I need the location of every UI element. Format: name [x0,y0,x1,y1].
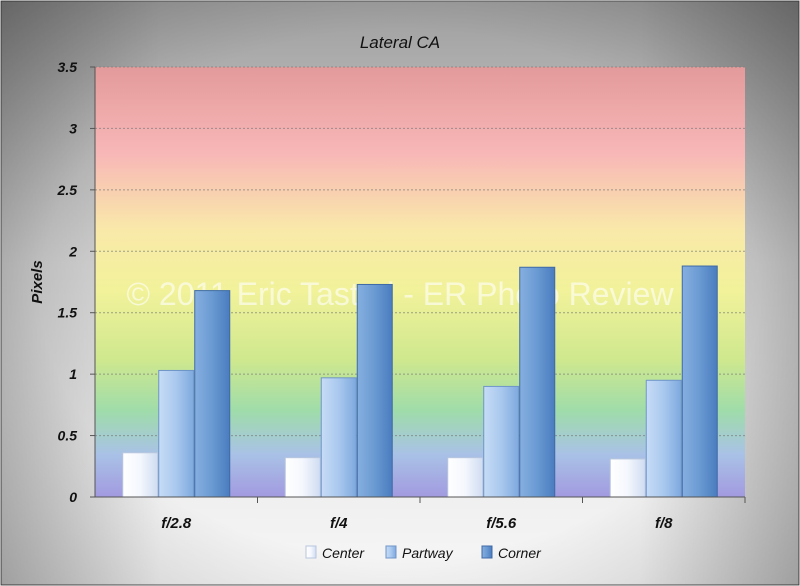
bar-center-1 [284,457,321,498]
bar-center-3 [609,458,646,498]
y-tick-label: 0.5 [58,428,78,444]
chart-title: Lateral CA [360,33,440,52]
bar-corner-1 [356,283,393,498]
bar-partway-1 [320,377,357,498]
bar-corner-2 [519,266,556,498]
y-tick-label: 3 [69,120,77,136]
x-tick-label: f/2.8 [161,515,192,532]
y-tick-label: 0 [69,489,77,505]
x-tick-label: f/4 [330,515,348,532]
bar-partway-2 [483,385,520,498]
bar-partway-0 [158,369,195,498]
bar-center-0 [122,452,159,498]
x-tick-labels: f/2.8 f/4 f/5.6 f/8 [161,497,746,532]
y-tick-label: 1.5 [58,305,78,321]
legend-label-center: Center [322,545,365,561]
y-tick-label: 3.5 [58,59,78,75]
x-tick-label: f/8 [655,515,673,532]
y-tick-label: 2 [68,243,77,259]
x-tick-label: f/5.6 [486,515,517,532]
legend: Center Partway Corner [305,545,542,561]
bar-center-2 [447,457,484,498]
legend-label-corner: Corner [498,545,542,561]
legend-swatch-partway [385,545,397,559]
y-tick-label: 1 [69,366,77,382]
legend-swatch-corner [481,545,493,559]
y-tick-labels: 0 0.5 1 1.5 2 2.5 3 3.5 [57,59,95,505]
bar-corner-3 [681,265,718,498]
y-axis-label: Pixels [29,260,46,303]
bar-corner-0 [194,290,231,498]
legend-swatch-center [305,545,317,559]
bars [122,265,718,498]
bar-partway-3 [645,379,682,498]
legend-label-partway: Partway [402,545,454,561]
y-tick-label: 2.5 [57,182,78,198]
